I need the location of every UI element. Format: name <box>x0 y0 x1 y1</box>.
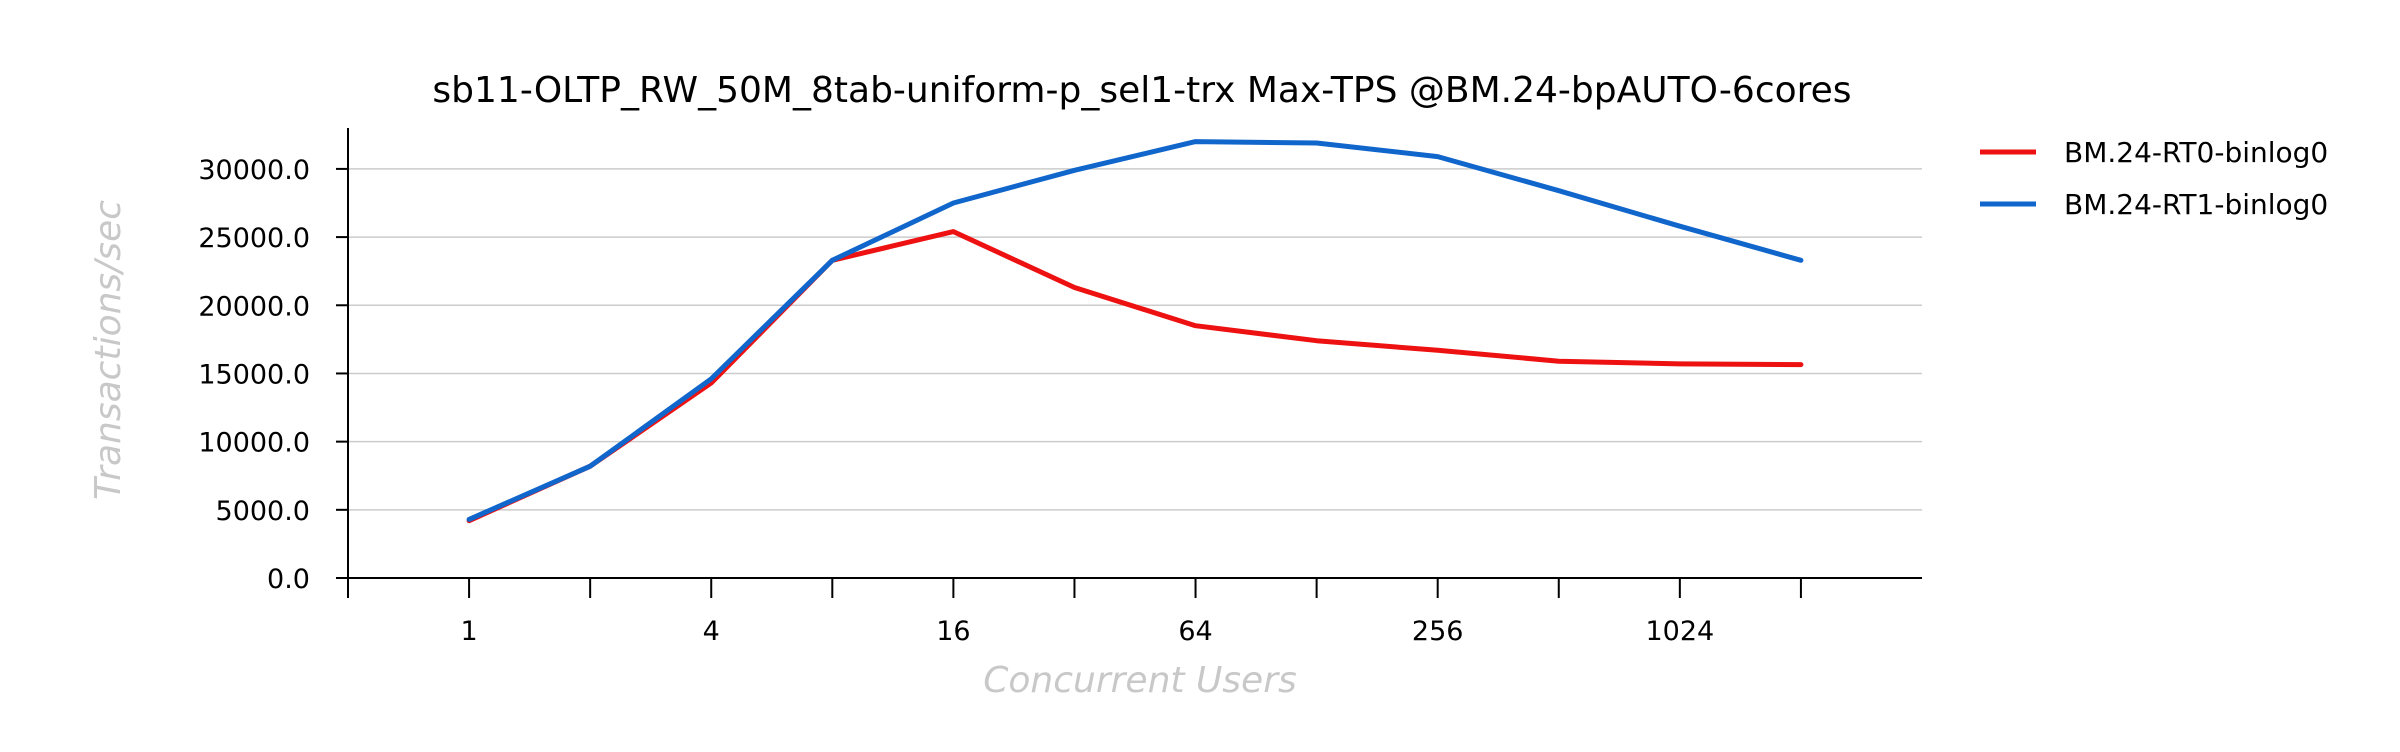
y-tick-label: 25000.0 <box>198 223 310 254</box>
series-line <box>466 229 1804 524</box>
axes <box>336 128 1922 598</box>
legend-label: BM.24-RT1-binlog0 <box>2064 188 2328 221</box>
legend-label: BM.24-RT0-binlog0 <box>2064 136 2328 169</box>
series-line <box>466 139 1804 522</box>
y-tick-label: 15000.0 <box>198 359 310 390</box>
y-tick-label: 20000.0 <box>198 291 310 322</box>
x-tick-label: 1024 <box>1645 616 1714 647</box>
x-tick-label: 4 <box>703 616 720 647</box>
x-axis-label: Concurrent Users <box>983 660 1297 701</box>
y-tick-labels: 0.0 5000.0 10000.0 15000.0 20000.0 25000.0 300… <box>198 155 310 595</box>
y-axis-label: Transactions/sec <box>88 200 129 500</box>
grid-lines <box>348 168 1922 511</box>
x-tick-label: 16 <box>936 616 970 647</box>
y-tick-label: 5000.0 <box>216 496 310 527</box>
y-tick-label: 10000.0 <box>198 428 310 459</box>
series-lines <box>466 139 1804 524</box>
chart-title: sb11-OLTP_RW_50M_8tab-uniform-p_sel1-trx… <box>432 70 1851 111</box>
legend: BM.24-RT0-binlog0 BM.24-RT1-binlog0 <box>1980 136 2328 221</box>
x-tick-label: 64 <box>1178 616 1212 647</box>
y-tick-label: 0.0 <box>267 564 310 595</box>
y-tick-label: 30000.0 <box>198 155 310 186</box>
x-tick-label: 1 <box>460 616 477 647</box>
x-tick-label: 256 <box>1412 616 1464 647</box>
x-tick-labels: 1 4 16 64 256 1024 <box>460 616 1714 647</box>
